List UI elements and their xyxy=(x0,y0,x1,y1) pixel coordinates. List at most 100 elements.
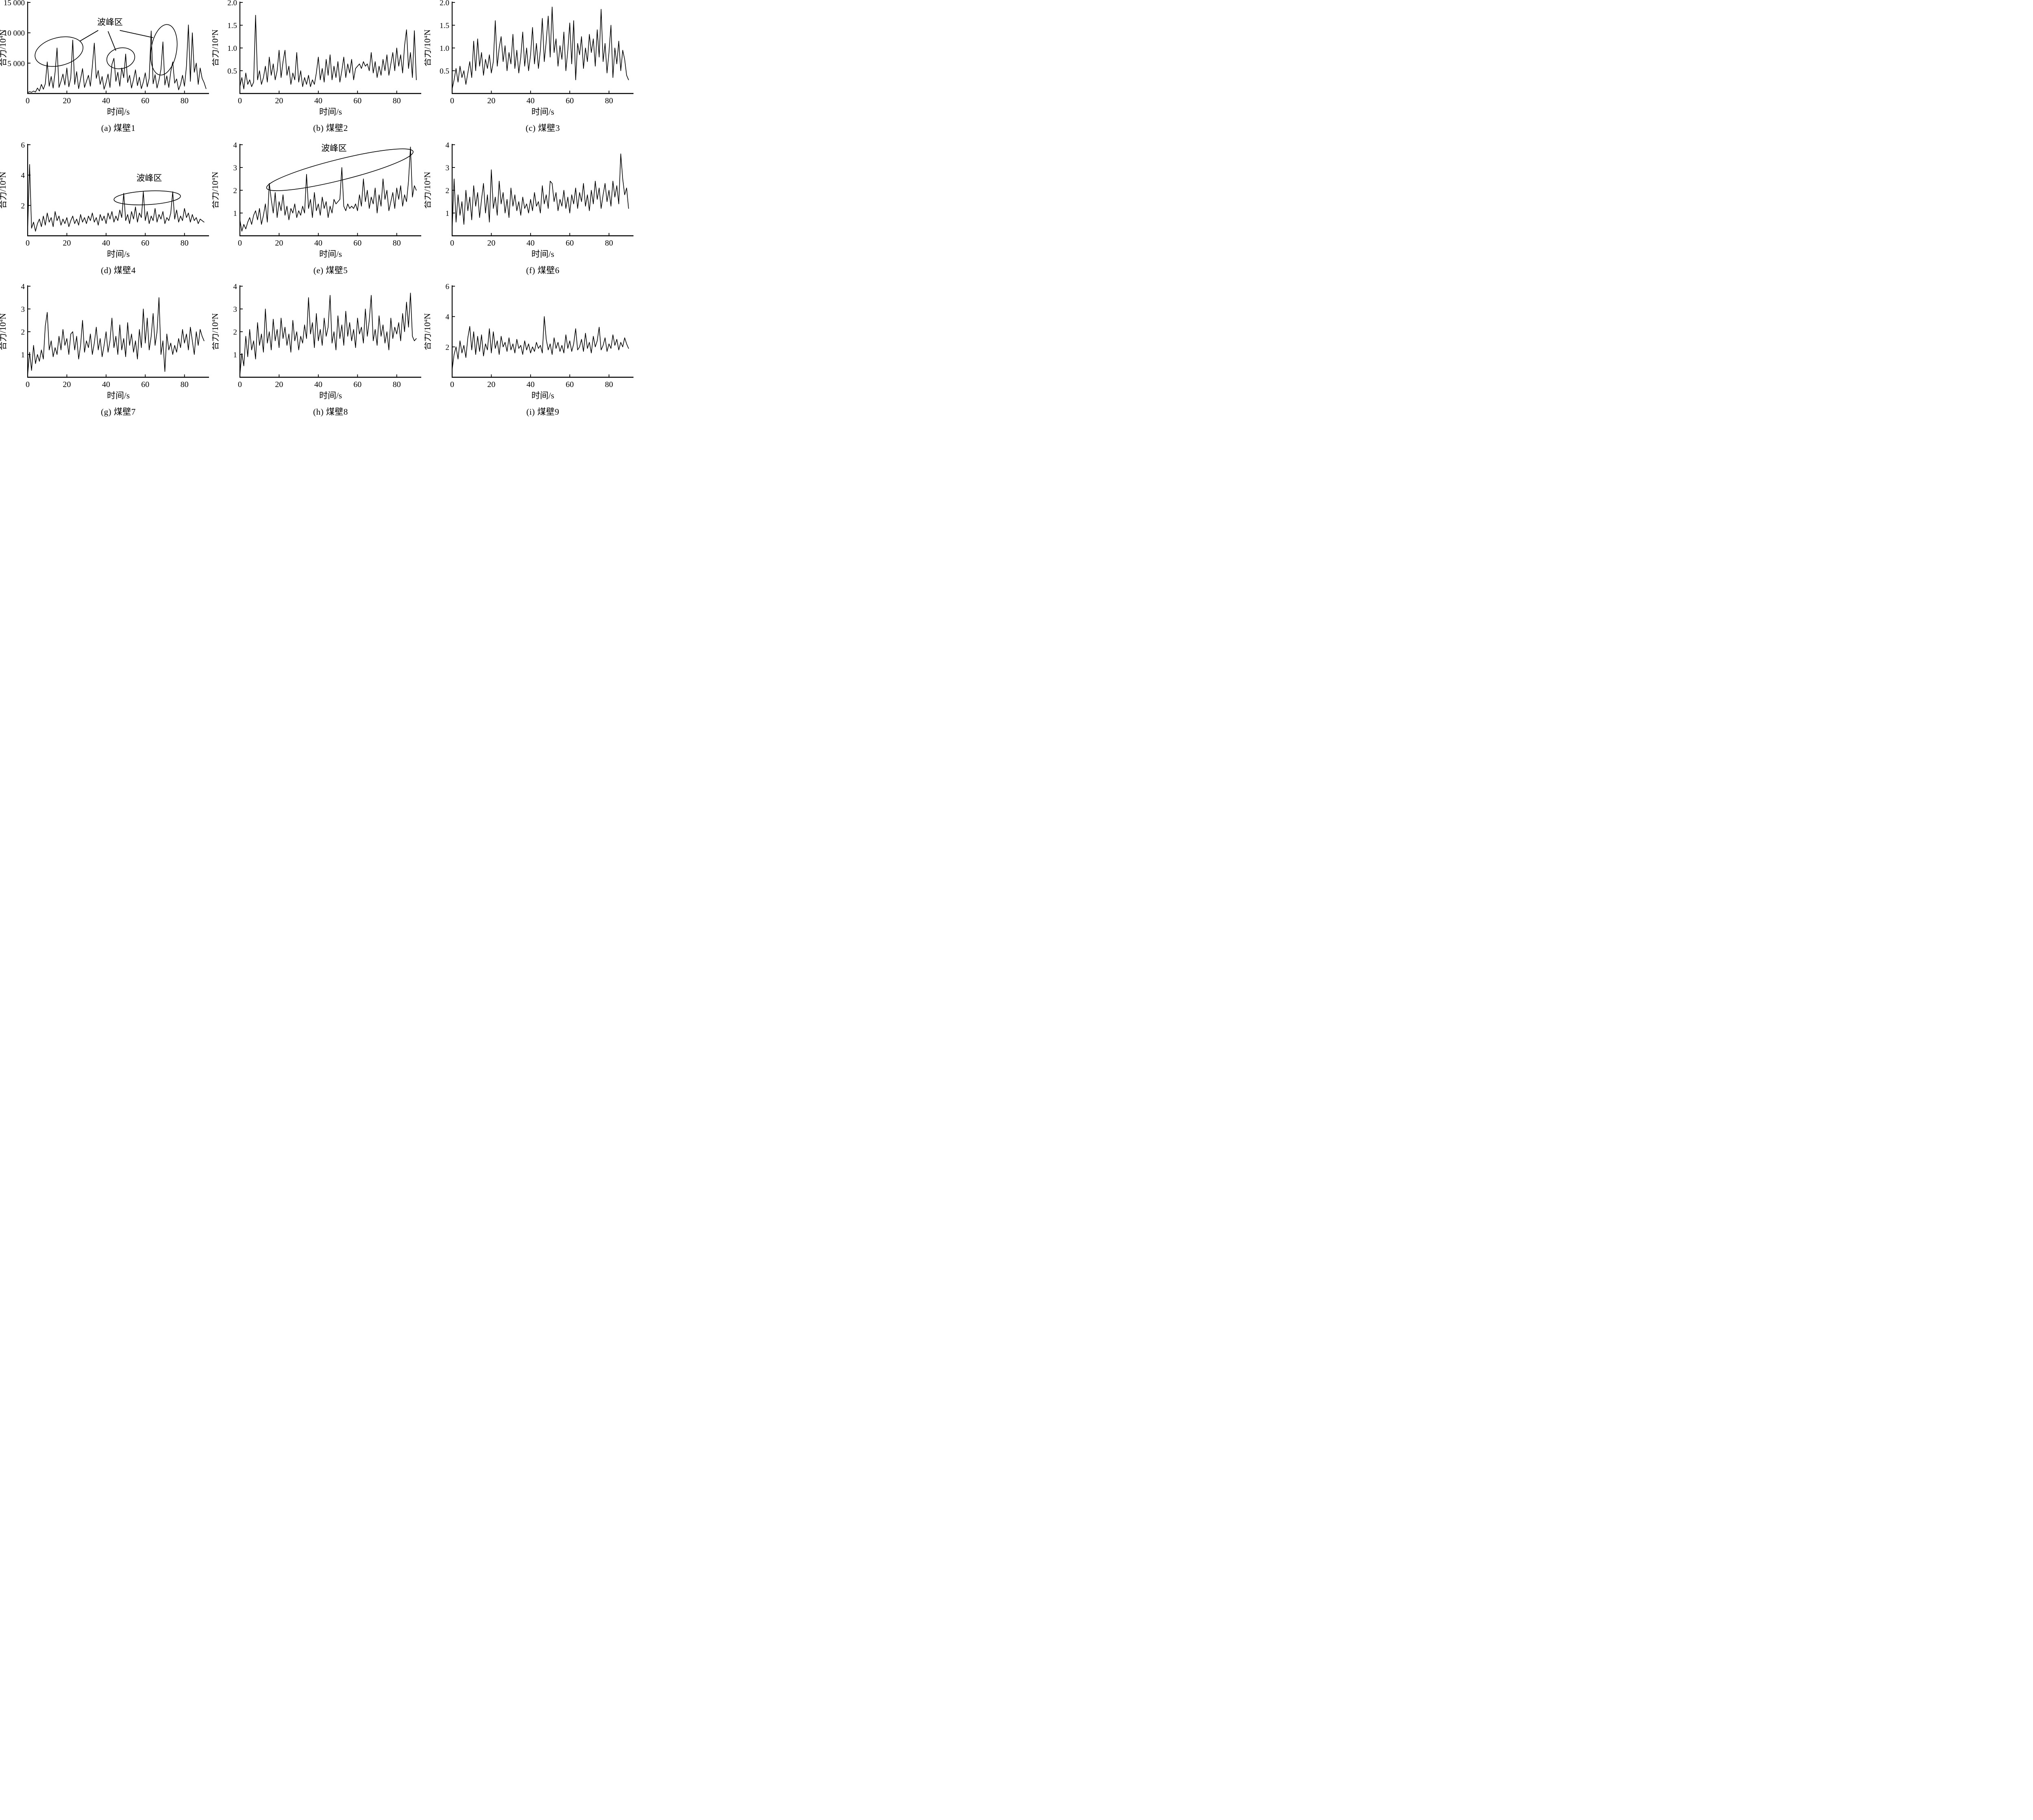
y-tick-label: 4 xyxy=(446,142,450,150)
y-tick-label: 1 xyxy=(233,351,237,359)
peak-zone-ellipse xyxy=(150,24,178,76)
x-axis-label: 时间/s xyxy=(531,391,554,400)
y-tick-label: 2.0 xyxy=(440,0,449,7)
series-line xyxy=(452,316,629,370)
x-axis-label: 时间/s xyxy=(319,249,342,259)
x-tick-label: 80 xyxy=(393,96,401,105)
chart-a-plot: 5 000 10 000 15 000 0 20 40 60 80 时间/s 合力/104N 波峰区 xyxy=(0,0,209,117)
x-axis-label: 时间/s xyxy=(531,107,554,117)
series-line xyxy=(452,153,629,229)
peak-zone-label: 波峰区 xyxy=(321,144,347,153)
x-tick-label: 20 xyxy=(487,239,495,248)
y-tick-label: 15 000 xyxy=(4,0,25,7)
x-tick-label: 80 xyxy=(393,380,401,389)
chart-c-coal-wall-3: 0.5 1.0 1.5 2.0 0 20 40 60 80 时间/s 合力/104N (c) 煤壁3 xyxy=(424,0,637,138)
y-tick-label: 3 xyxy=(233,164,237,172)
chart-e-caption: (e) 煤壁5 xyxy=(313,265,348,275)
series-line xyxy=(239,15,417,89)
x-tick-label: 0 xyxy=(450,380,454,389)
y-tick-label: 1.5 xyxy=(440,22,449,30)
chart-c-plot: 0.5 1.0 1.5 2.0 0 20 40 60 80 时间/s 合力/104N xyxy=(424,0,633,117)
y-tick-label: 2 xyxy=(21,328,25,337)
x-tick-label: 80 xyxy=(605,380,613,389)
y-tick-label: 4 xyxy=(21,172,25,180)
x-tick-label: 20 xyxy=(63,380,71,389)
x-tick-label: 60 xyxy=(566,239,574,248)
chart-f-caption: (f) 煤壁6 xyxy=(526,265,560,275)
y-tick-label: 2 xyxy=(233,187,237,195)
x-tick-label: 60 xyxy=(141,239,149,248)
y-tick-label: 1 xyxy=(233,209,237,218)
annotation-connector-line xyxy=(79,30,99,42)
chart-a-coal-wall-1: 5 000 10 000 15 000 0 20 40 60 80 时间/s 合力/104N 波峰区… xyxy=(0,0,212,138)
y-tick-label: 0.5 xyxy=(227,67,237,76)
y-axis-label: 合力/104N xyxy=(212,29,220,66)
y-tick-label: 1.0 xyxy=(227,44,237,53)
x-tick-label: 20 xyxy=(63,96,71,105)
chart-a-caption: (a) 煤壁1 xyxy=(101,123,136,133)
x-tick-label: 20 xyxy=(275,96,283,105)
chart-c-caption: (c) 煤壁3 xyxy=(525,123,560,133)
x-axis-label: 时间/s xyxy=(531,249,554,259)
x-tick-label: 40 xyxy=(527,239,535,248)
x-tick-label: 80 xyxy=(181,380,189,389)
annotation-connector-line xyxy=(120,30,153,38)
y-tick-label: 3 xyxy=(233,305,237,314)
x-tick-label: 80 xyxy=(605,96,613,105)
chart-g-caption: (g) 煤壁7 xyxy=(101,407,136,417)
y-tick-label: 1.5 xyxy=(227,22,237,30)
x-tick-label: 60 xyxy=(566,96,574,105)
x-tick-label: 60 xyxy=(566,380,574,389)
x-tick-label: 60 xyxy=(353,239,361,248)
series-line xyxy=(239,292,417,376)
y-tick-label: 1.0 xyxy=(440,44,449,53)
y-tick-label: 10 000 xyxy=(4,29,25,38)
peak-zone-ellipse xyxy=(266,148,414,191)
x-tick-label: 40 xyxy=(314,239,322,248)
peak-zone-ellipse xyxy=(106,47,135,70)
chart-b-caption: (b) 煤壁2 xyxy=(313,123,348,133)
y-tick-label: 4 xyxy=(233,284,237,291)
x-tick-label: 40 xyxy=(314,380,322,389)
y-axis-label: 合力/104N xyxy=(424,313,432,350)
peak-zone-label: 波峰区 xyxy=(97,17,123,27)
x-axis-label: 时间/s xyxy=(107,107,130,117)
x-tick-label: 0 xyxy=(238,239,242,248)
x-tick-label: 40 xyxy=(102,380,110,389)
chart-b-coal-wall-2: 0.5 1.0 1.5 2.0 0 20 40 60 80 时间/s 合力/104N (b) 煤壁2 xyxy=(212,0,424,138)
x-tick-label: 40 xyxy=(314,96,322,105)
annotation-connector-line xyxy=(107,31,116,51)
y-axis-label: 合力/104N xyxy=(424,172,432,209)
y-tick-label: 0.5 xyxy=(440,67,449,76)
chart-b-plot: 0.5 1.0 1.5 2.0 0 20 40 60 80 时间/s 合力/104N xyxy=(212,0,421,117)
x-tick-label: 60 xyxy=(353,380,361,389)
y-tick-label: 1 xyxy=(446,209,450,218)
x-axis-label: 时间/s xyxy=(319,391,342,400)
x-tick-label: 0 xyxy=(238,380,242,389)
x-tick-label: 20 xyxy=(275,239,283,248)
y-tick-label: 4 xyxy=(233,142,237,150)
chart-d-caption: (d) 煤壁4 xyxy=(101,265,136,275)
peak-zone-ellipse xyxy=(35,36,84,67)
y-tick-label: 1 xyxy=(21,351,25,359)
x-tick-label: 0 xyxy=(450,96,454,105)
x-tick-label: 40 xyxy=(102,239,110,248)
y-axis-label: 合力/104N xyxy=(212,313,220,350)
x-tick-label: 20 xyxy=(487,380,495,389)
y-tick-label: 2 xyxy=(446,187,450,195)
x-tick-label: 40 xyxy=(527,380,535,389)
x-axis-label: 时间/s xyxy=(319,107,342,117)
x-tick-label: 80 xyxy=(181,239,189,248)
y-tick-label: 2 xyxy=(446,343,450,352)
chart-h-caption: (h) 煤壁8 xyxy=(313,407,348,417)
